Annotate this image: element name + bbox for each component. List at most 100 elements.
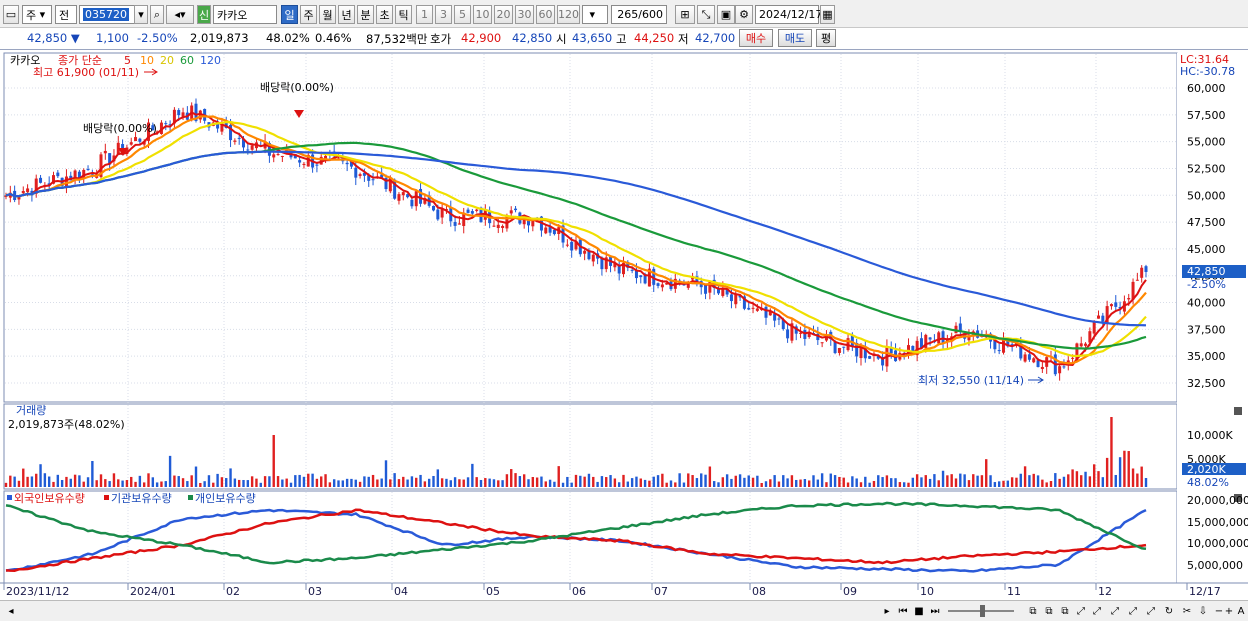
volume-bar	[548, 479, 552, 487]
stock-name-field[interactable]: 카카오	[213, 5, 277, 24]
trend-tool-icon-2[interactable]: ⤢	[1093, 605, 1101, 617]
ma-line-120	[5, 150, 1147, 327]
interval-10[interactable]: 10	[473, 5, 492, 24]
sell-button[interactable]: 매도	[778, 29, 812, 47]
gear-icon[interactable]: ⚙	[735, 5, 753, 24]
download-icon[interactable]: ⇩	[1198, 605, 1208, 617]
candle-body	[820, 342, 824, 344]
stop-icon[interactable]: ■	[914, 605, 924, 617]
x-axis: 2023/11/12 2024/01 02 03 04 05 06 07 08 09 10 11 12 1…	[3, 583, 1221, 598]
candle-body	[1109, 304, 1113, 307]
trend-tool-icon-4[interactable]: ⤢	[1129, 605, 1137, 617]
stock-code-input[interactable]: 035720	[79, 5, 145, 24]
calendar-icon[interactable]: ▦	[820, 5, 835, 24]
volume-bar	[570, 482, 573, 487]
chart-scrollbar[interactable]: ◂ ▸ ⏮ ■ ⏭ ⧉ ⧉ ⧉ ⤢ ⤢ ⤢ ⤢ ⤢ ↻ ✂ ⇩ − + A	[0, 600, 1248, 621]
candle-body	[591, 254, 595, 262]
trend-tool-icon-5[interactable]: ⤢	[1147, 605, 1155, 617]
interval-120[interactable]: 120	[557, 5, 580, 24]
candle-body	[721, 287, 725, 296]
volume-bar	[1118, 457, 1122, 487]
cut-icon[interactable]: ✂	[1182, 605, 1192, 617]
candle-type-icon[interactable]: ⊞	[675, 5, 695, 24]
buy-button[interactable]: 매수	[739, 29, 773, 47]
scroll-right-icon[interactable]: ▸	[884, 605, 890, 617]
trade-amount: 87,532백만	[366, 32, 428, 46]
interval-1[interactable]: 1	[416, 5, 433, 24]
volume-bar	[142, 482, 146, 487]
candle-body	[371, 179, 375, 181]
code-dropdown-icon[interactable]: ▾	[134, 5, 148, 24]
trend-tool-icon-3[interactable]: ⤢	[1111, 605, 1119, 617]
draw-tool-icon[interactable]: ⤡	[697, 5, 715, 24]
menu-icon[interactable]: ▭	[3, 5, 19, 24]
candle-body	[600, 257, 604, 270]
volume-bar	[712, 481, 716, 487]
candle-body	[229, 124, 233, 141]
volume-bar	[505, 474, 509, 487]
interval-5[interactable]: 5	[454, 5, 471, 24]
volume-bar	[721, 477, 725, 487]
price-panel[interactable]	[3, 52, 1178, 403]
candle-body	[786, 329, 790, 339]
trend-tool-icon-1[interactable]: ⤢	[1077, 605, 1085, 617]
period-day[interactable]: 일	[281, 5, 298, 24]
candle-body	[21, 191, 25, 194]
high-label: 고	[616, 32, 627, 46]
save-icon[interactable]: ▣	[717, 5, 735, 24]
x-axis-label: 06	[572, 585, 586, 598]
scroll-left-icon[interactable]: ◂	[8, 605, 14, 617]
interval-60[interactable]: 60	[536, 5, 555, 24]
candle-body	[367, 175, 371, 181]
volume-bar	[859, 482, 863, 487]
x-axis-label: 07	[654, 585, 668, 598]
volume-bar	[1131, 468, 1135, 487]
layout-icon-2[interactable]: ⧉	[1045, 605, 1053, 617]
period-week[interactable]: 주	[300, 5, 317, 24]
volume-bar	[617, 482, 621, 487]
volume-value: 2,019,873	[190, 31, 249, 45]
volume-bar	[427, 478, 431, 487]
skip-back-icon[interactable]: ⏮	[898, 605, 908, 617]
interval-select[interactable]: ▾	[582, 5, 608, 24]
x-axis-label: 03	[308, 585, 322, 598]
period-second[interactable]: 초	[376, 5, 393, 24]
skip-forward-icon[interactable]: ⏭	[930, 605, 940, 617]
market-select[interactable]: 주 ▾	[22, 5, 52, 24]
scope-select[interactable]: 전	[55, 5, 77, 24]
refresh-icon[interactable]: ↻	[1164, 605, 1174, 617]
date-field[interactable]: 2024/12/17	[755, 5, 822, 24]
period-minute[interactable]: 분	[357, 5, 374, 24]
zoom-out-icon[interactable]: −	[1214, 605, 1224, 617]
interval-3[interactable]: 3	[435, 5, 452, 24]
ma-120-label: 120	[200, 54, 221, 67]
speaker-icon[interactable]: ◂▾	[166, 5, 194, 24]
layout-icon-3[interactable]: ⧉	[1061, 605, 1069, 617]
zoom-in-icon[interactable]: +	[1224, 605, 1234, 617]
volume-bar	[812, 475, 815, 487]
eval-button[interactable]: 평	[816, 29, 836, 47]
period-month[interactable]: 월	[319, 5, 336, 24]
volume-bar	[790, 475, 794, 487]
holding-panel-close-icon[interactable]	[1234, 494, 1242, 502]
volume-panel-close-icon[interactable]	[1234, 407, 1242, 415]
zoom-slider-handle[interactable]	[980, 605, 985, 617]
candle-body	[768, 311, 772, 316]
interval-20[interactable]: 20	[494, 5, 513, 24]
period-year[interactable]: 년	[338, 5, 355, 24]
volume-bar	[605, 477, 608, 487]
candle-count-input[interactable]: 265/600	[611, 5, 667, 24]
volume-bar	[466, 477, 470, 487]
layout-icon-1[interactable]: ⧉	[1029, 605, 1037, 617]
font-size-icon[interactable]: A	[1237, 605, 1245, 617]
period-tick[interactable]: 틱	[395, 5, 412, 24]
search-icon[interactable]: ⌕	[150, 5, 164, 24]
interval-30[interactable]: 30	[515, 5, 534, 24]
candle-body	[587, 250, 591, 260]
stock-chart[interactable]: 카카오 종가 단순 5 10 20 60 120 최고 61,900 (01/1…	[0, 50, 1248, 600]
candle-body	[919, 338, 923, 348]
volume-panel[interactable]	[3, 403, 1178, 490]
candle-body	[807, 333, 811, 337]
volume-bar	[976, 475, 979, 487]
volume-bar	[1136, 473, 1139, 487]
